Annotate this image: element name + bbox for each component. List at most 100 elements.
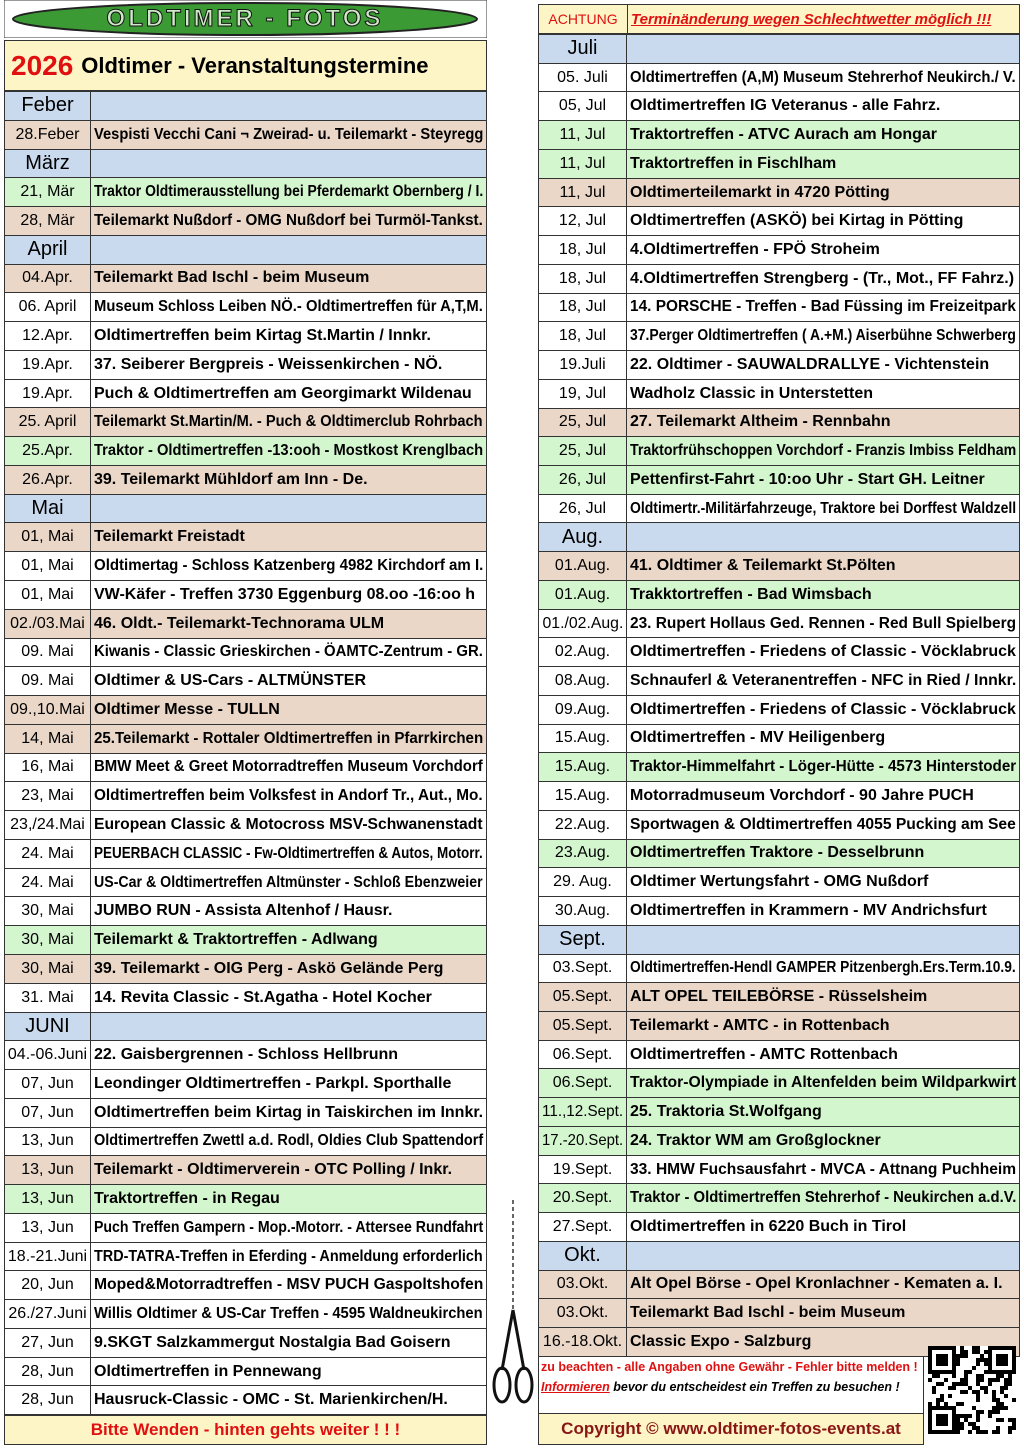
event-cell: 33. HMW Fuchsausfahrt - MVCA - Attnang P… <box>627 1156 1019 1184</box>
event-cell: Schnauferl & Veteranentreffen - NFC in R… <box>627 667 1019 695</box>
date: 26, Jul <box>558 470 607 488</box>
event-cell: Oldtimertreffen beim Kirtag St.Martin / … <box>91 322 486 350</box>
title: Oldtimer - Veranstaltungstermine <box>81 52 429 78</box>
date-cell: 31. Mai <box>5 983 91 1012</box>
date-cell: 30, Mai <box>5 926 91 954</box>
date: 19, Jul <box>558 384 607 402</box>
event-row: 18, Jul 4.Oldtimertreffen Strengberg - (T… <box>539 263 1019 293</box>
event-row: 05, Jul Oldtimertreffen IG Veteranus - al… <box>539 91 1019 121</box>
date: 03.Sept. <box>552 959 613 977</box>
event-cell: 37. Seiberer Bergpreis - Weissenkirchen … <box>91 351 486 379</box>
event-row: 06.Sept. Oldtimertreffen - AMTC Rottenbac… <box>539 1039 1019 1069</box>
event-row: 13, Jun Puch Treffen Gampern - Mop.-Motor… <box>5 1212 486 1242</box>
event-cell: 27. Teilemarkt Altheim - Rennbahn <box>627 409 1019 437</box>
info-link[interactable]: Informieren <box>541 1380 610 1394</box>
date: 04.-06.Juni <box>7 1046 88 1064</box>
event-row: 06.Sept. Traktor-Olympiade in Altenfelden… <box>539 1068 1019 1098</box>
event-cell: TRD-TATRA-Treffen in Eferding - Anmeldun… <box>91 1243 486 1271</box>
event-cell: ALT OPEL TEILEBÖRSE - Rüsselsheim <box>627 983 1019 1011</box>
date-cell: März <box>5 149 91 178</box>
date: 08.Aug. <box>554 672 611 690</box>
event-row: 28, Mär Teilemarkt Nußdorf - OMG Nußdorf … <box>5 206 486 235</box>
event: Trakktortreffen - Bad Wimsbach <box>630 585 872 603</box>
date: 05. Juli <box>557 68 608 86</box>
notice: ACHTUNG Terminänderung wegen Schlechtwet… <box>538 4 1020 34</box>
event-row: 02.Aug. Oldtimertreffen - Friedens of Cla… <box>539 637 1019 667</box>
event: Classic Expo - Salzburg <box>630 1332 812 1350</box>
event-cell: 25.Teilemarkt - Rottaler Oldtimertreffen… <box>91 725 486 753</box>
date-cell: April <box>5 235 91 264</box>
event-cell: Traktor Oldtimerausstellung bei Pferdema… <box>91 178 486 206</box>
event-row: 15.Aug. Oldtimertreffen - MV Heiligenberg <box>539 723 1019 753</box>
event-cell: 24. Traktor WM am Großglockner <box>627 1127 1019 1155</box>
event-cell <box>91 1012 486 1041</box>
qr-code <box>928 1346 1016 1434</box>
event-cell: 14. PORSCHE - Treffen - Bad Füssing im F… <box>627 294 1019 322</box>
event-row: 11, Jul Traktortreffen in Fischlham <box>539 148 1019 178</box>
date: 13, Jun <box>21 1189 74 1207</box>
month-row: März <box>5 148 486 178</box>
date: 02.Aug. <box>554 643 611 661</box>
event: Alt Opel Börse - Opel Kronlachner - Kema… <box>630 1275 1003 1293</box>
date: 11.,12.Sept. <box>541 1103 624 1121</box>
event-cell: Oldtimertreffen IG Veteranus - alle Fahr… <box>627 92 1019 120</box>
event: Traktor-Himmelfahrt - Löger-Hütte - 4573… <box>630 758 1017 776</box>
event: JUMBO RUN - Assista Altenhof / Hausr. <box>94 902 393 920</box>
date: 17.-20.Sept. <box>541 1131 624 1149</box>
event: Oldtimertreffen in Krammern - MV Andrich… <box>630 901 987 919</box>
event-cell: 22. Gaisbergrennen - Schloss Hellbrunn <box>91 1041 486 1069</box>
date: 20.Sept. <box>552 1189 613 1207</box>
event: Puch Treffen Gampern - Mop.-Motorr. - At… <box>94 1218 484 1236</box>
event-cell <box>91 494 486 523</box>
event-cell: Oldtimertreffen beim Volksfest in Andorf… <box>91 782 486 810</box>
event-row: 23,/24.Mai European Classic & Motocross M… <box>5 810 486 839</box>
event-row: 21, Mär Traktor Oldtimerausstellung bei P… <box>5 177 486 207</box>
event: Oldtimertreffen (A,M) Museum Stehrerhof … <box>630 68 1016 86</box>
date-cell: 09. Mai <box>5 667 91 696</box>
event-cell: Kiwanis - Classic Grieskirchen - ÖAMTC-Z… <box>91 639 486 667</box>
event-cell: 39. Teilemarkt Mühldorf am Inn - De. <box>91 466 486 494</box>
event-row: 25, Jul Traktorfrühschoppen Vorchdorf - F… <box>539 436 1019 466</box>
event-cell: Teilemarkt Freistadt <box>91 523 486 551</box>
event-row: 09. Mai Oldtimer & US-Cars - ALTMÜNSTER <box>5 666 486 696</box>
date-cell: 09.,10.Mai <box>5 696 91 724</box>
date: 20, Jun <box>21 1276 74 1294</box>
event: 46. Oldt.- Teilemarkt-Technorama ULM <box>94 614 385 632</box>
event-row: 13, Jun Teilemarkt - Oldtimerverein - OTC… <box>5 1155 486 1185</box>
date: 28.Feber <box>15 125 80 143</box>
date: 13, Jun <box>21 1132 74 1150</box>
event: Sportwagen & Oldtimertreffen 4055 Puckin… <box>630 815 1016 833</box>
event-row: 07, Jun Leondinger Oldtimertreffen - Park… <box>5 1069 486 1098</box>
event-row: 09.Aug. Oldtimertreffen - Friedens of Cla… <box>539 694 1019 724</box>
event-row: 22.Aug. Sportwagen & Oldtimertreffen 4055… <box>539 809 1019 839</box>
event-row: 27, Jun 9.SKGT Salzkammergut Nostalgia Ba… <box>5 1327 486 1357</box>
event: 37. Seiberer Bergpreis - Weissenkirchen … <box>94 355 443 373</box>
event-cell: Puch Treffen Gampern - Mop.-Motorr. - At… <box>91 1214 486 1242</box>
month: Mai <box>31 497 64 520</box>
month-row: Okt. <box>539 1240 1019 1270</box>
date: 01.Aug. <box>554 557 611 575</box>
event: Teilemarkt & Traktortreffen - Adlwang <box>94 931 378 949</box>
date: 06.Sept. <box>552 1045 613 1063</box>
event-row: 12.Apr. Oldtimertreffen beim Kirtag St.Ma… <box>5 321 486 350</box>
date-cell: 28.Feber <box>5 120 91 149</box>
date: 19.Apr. <box>22 384 73 402</box>
event-cell: JUMBO RUN - Assista Altenhof / Hausr. <box>91 897 486 925</box>
event-row: 29. Aug. Oldtimer Wertungsfahrt - OMG Nuß… <box>539 867 1019 897</box>
right-column: Juli 05. Juli Oldtimertreffen (A,M) Museum… <box>538 34 1020 1357</box>
event-row: 04.Apr. Teilemarkt Bad Ischl - beim Museu… <box>5 263 486 293</box>
event-cell: Oldtimertreffen - Friedens of Classic - … <box>627 696 1019 724</box>
event: European Classic & Motocross MSV-Schwane… <box>94 816 483 834</box>
date: 03.Okt. <box>556 1304 609 1322</box>
event: 37.Perger Oldtimertreffen ( A.+M.) Aiser… <box>630 327 1016 345</box>
date: 05.Sept. <box>552 1016 613 1034</box>
date: 06. April <box>18 298 77 316</box>
date: 24. Mai <box>21 844 74 862</box>
event: Teilemarkt - AMTC - in Rottenbach <box>630 1016 890 1034</box>
date-cell: 09.Aug. <box>539 695 627 724</box>
month-row: April <box>5 234 486 264</box>
date-cell: 01, Mai <box>5 581 91 609</box>
date: 23,/24.Mai <box>10 816 85 834</box>
date-cell: Juli <box>539 35 627 63</box>
date-cell: 08.Aug. <box>539 667 627 695</box>
